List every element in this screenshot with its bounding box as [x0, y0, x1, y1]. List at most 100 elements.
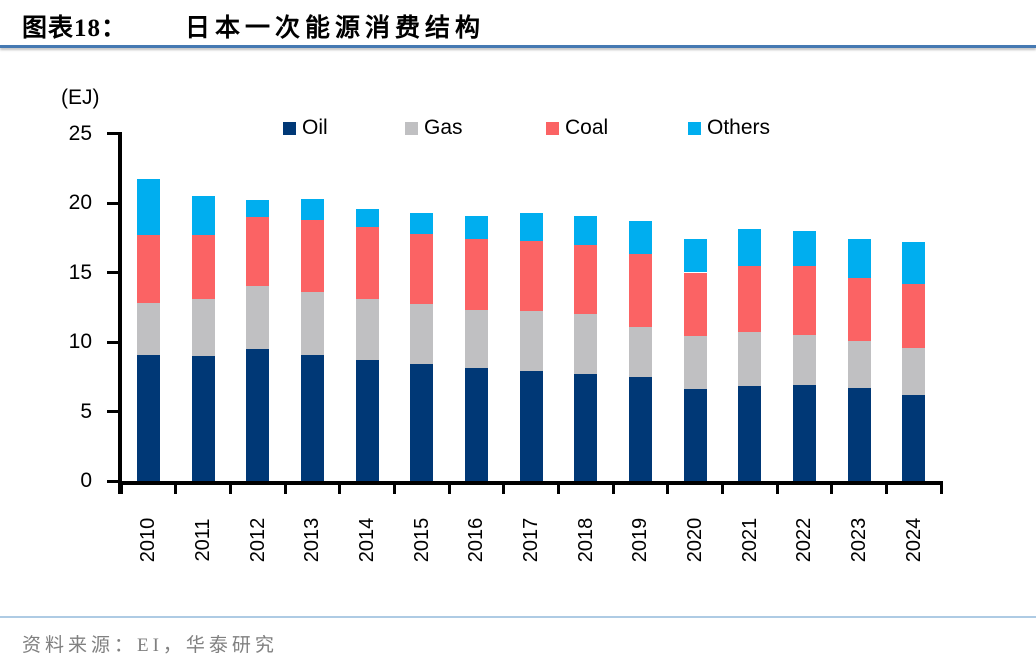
x-tick-label: 2017	[520, 517, 543, 563]
bar-2020-coal	[683, 272, 707, 337]
y-tick-mark	[107, 201, 121, 205]
legend-swatch-coal	[546, 121, 559, 135]
x-tick-label: 2012	[246, 517, 269, 563]
bar-2015-coal	[410, 233, 434, 305]
x-tick-label: 2010	[137, 517, 160, 563]
bar-2012-gas	[246, 286, 270, 349]
bar-2019-gas	[628, 326, 652, 377]
bar-2014-others	[355, 208, 379, 227]
x-tick-label: 2019	[629, 517, 652, 563]
bar-2013-gas	[300, 291, 324, 355]
x-tick-label: 2016	[465, 517, 488, 563]
y-tick-label: 25	[68, 121, 92, 145]
bar-2018-oil	[574, 373, 598, 481]
bar-2012-others	[246, 200, 270, 217]
bar-2015-others	[410, 212, 434, 234]
legend-swatch-gas	[405, 121, 418, 135]
bar-2024-oil	[902, 394, 926, 481]
x-tick-mark	[502, 481, 506, 494]
x-tick-label: 2018	[574, 517, 597, 563]
bar-2018-coal	[574, 244, 598, 315]
y-axis-unit-label: (EJ)	[61, 86, 100, 109]
x-tick-mark	[611, 481, 615, 494]
bar-2014-gas	[355, 298, 379, 361]
bar-2024-coal	[902, 283, 926, 348]
figure-title: 图表18： 日本一次能源消费结构	[22, 8, 485, 44]
bar-2023-others	[847, 239, 871, 279]
bar-2017-oil	[519, 371, 543, 481]
x-tick-mark	[228, 481, 232, 494]
x-tick-label: 2011	[192, 518, 214, 562]
bar-2016-others	[464, 215, 488, 240]
bar-2019-others	[628, 221, 652, 255]
bar-2012-coal	[246, 216, 270, 287]
x-tick-mark	[392, 481, 396, 494]
bar-2011-gas	[191, 298, 215, 356]
bar-2016-coal	[464, 239, 488, 310]
bar-2014-oil	[355, 360, 379, 481]
y-tick-label: 15	[68, 260, 92, 284]
x-tick-mark	[775, 481, 779, 494]
y-tick-label: 20	[68, 191, 92, 214]
x-axis-line	[118, 481, 941, 485]
legend-label: Gas	[424, 116, 463, 139]
x-tick-label: 2013	[301, 517, 324, 563]
bar-2018-others	[574, 215, 598, 245]
bar-2021-others	[738, 229, 762, 266]
bar-2010-oil	[136, 354, 160, 481]
bar-2021-coal	[738, 265, 762, 333]
legend-label: Oil	[302, 116, 328, 139]
y-tick-label: 0	[80, 469, 92, 492]
bar-2024-gas	[902, 347, 926, 395]
bar-2014-coal	[355, 226, 379, 299]
x-tick-label: 2023	[848, 517, 871, 563]
y-tick-mark	[107, 340, 121, 344]
bar-2011-oil	[191, 355, 215, 481]
y-tick-mark	[107, 271, 121, 274]
source-note: 资料来源：EI，华泰研究	[22, 635, 278, 656]
bar-2022-coal	[792, 265, 816, 336]
legend-swatch-oil	[283, 121, 296, 135]
bar-2010-gas	[136, 303, 160, 355]
bar-2011-coal	[191, 234, 215, 299]
bar-2019-oil	[628, 376, 652, 481]
footer-divider	[0, 616, 1036, 618]
bar-2020-others	[683, 239, 707, 273]
bar-2013-others	[300, 198, 324, 220]
bar-2012-oil	[246, 348, 270, 481]
x-tick-mark	[830, 481, 834, 494]
bar-2016-gas	[464, 310, 488, 369]
bar-2020-gas	[683, 336, 707, 390]
x-tick-label: 2021	[738, 517, 761, 563]
legend-item-others: Others	[688, 115, 770, 141]
legend-item-oil: Oil	[283, 115, 328, 141]
x-tick-mark	[338, 481, 342, 494]
x-tick-mark	[447, 481, 451, 494]
x-tick-label: 2015	[410, 517, 433, 563]
legend-label: Coal	[565, 116, 609, 139]
bar-2018-gas	[574, 314, 598, 374]
x-tick-label: 2014	[356, 517, 378, 563]
x-tick-mark	[174, 481, 178, 494]
bar-2022-others	[792, 230, 816, 266]
legend-label: Others	[707, 116, 771, 139]
x-tick-mark	[884, 481, 888, 494]
bar-2013-coal	[300, 219, 324, 292]
x-tick-mark	[939, 481, 943, 494]
figure-number: 图表18：	[22, 15, 128, 42]
figure-title-text: 日本一次能源消费结构	[185, 15, 486, 42]
bar-2021-gas	[738, 332, 762, 387]
bar-2022-oil	[792, 385, 816, 481]
bar-2015-oil	[410, 364, 434, 481]
bar-2011-others	[191, 196, 215, 235]
bar-2022-gas	[792, 335, 816, 386]
bar-2016-oil	[464, 368, 488, 481]
bar-2013-oil	[300, 354, 324, 481]
y-tick-mark	[107, 410, 121, 413]
x-tick-mark	[720, 481, 724, 494]
bar-2021-oil	[738, 386, 762, 481]
bar-2023-coal	[847, 278, 871, 341]
y-axis-line	[118, 131, 122, 494]
x-tick-mark	[556, 481, 560, 494]
